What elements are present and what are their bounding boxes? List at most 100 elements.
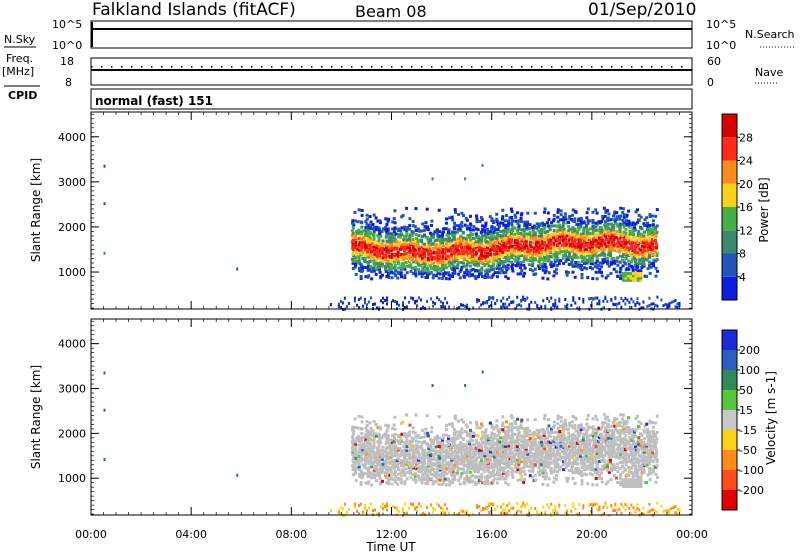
power-cell [526,251,530,255]
power-cell [382,253,386,257]
velocity-cell [468,470,472,474]
velocity-cell [497,430,501,434]
velocity-cell [481,481,485,485]
power-cell [600,274,604,278]
power-cell [511,262,515,266]
power-cell [612,243,616,247]
velocity-cell [445,445,449,449]
velocity-cell [454,430,458,434]
power-cell [506,305,509,309]
power-cell [456,254,460,258]
velocity-cell [351,425,355,429]
power-cell [583,249,587,253]
velocity-cell [493,432,497,436]
velocity-cell [468,450,472,454]
power-cell [409,269,413,273]
velocity-cell [618,466,622,470]
power-cell [621,278,625,282]
power-cell [492,262,496,266]
power-cell [508,234,512,238]
power-cell [524,254,528,258]
power-cell [408,233,412,237]
velocity-cell [374,473,378,477]
power-cell [619,246,623,250]
power-cell [504,236,508,240]
power-cell [630,246,634,250]
velocity-cell [631,442,635,446]
power-cell [651,228,655,232]
power-cell [475,250,479,254]
velocity-cell [537,451,541,455]
velocity-cell [520,418,524,422]
velocity-cell [502,430,506,434]
velocity-cell [362,443,366,447]
power-cell [544,257,548,261]
power-cell [642,264,646,268]
power-cell [441,244,445,248]
power-cell [511,244,515,248]
velocity-cell [592,446,596,450]
velocity-cell [513,420,517,424]
power-cell [468,214,472,218]
power-cell [588,297,591,301]
velocity-cell [591,454,595,458]
velocity-cell [363,465,367,469]
power-cell [350,229,354,233]
power-cell [634,278,638,282]
power-cell [448,277,452,281]
velocity-cell [619,413,623,417]
power-cell [621,274,625,278]
velocity-cell [490,464,494,468]
velocity-cell [455,437,459,441]
power-cell [615,259,619,263]
power-cell [472,225,476,229]
velocity-cell [435,449,439,453]
velocity-cell [537,428,541,432]
power-cell [538,244,542,248]
velocity-cell [387,482,391,486]
power-cell [416,262,420,266]
power-cell [555,247,559,251]
power-cell [624,253,628,257]
power-cell [393,209,397,213]
power-cell [520,269,524,273]
velocity-cell [552,448,556,452]
velocity-cell [562,422,566,426]
velocity-cell [624,463,628,467]
velocity-cell [456,462,460,466]
power-cell [354,243,358,247]
velocity-cell [526,426,530,430]
power-cell [414,240,418,244]
velocity-cell [384,449,388,453]
power-cell [484,273,488,277]
velocity-cell [441,463,445,467]
velocity-cell [449,448,453,452]
velocity-cell [592,441,596,445]
power-cell [447,236,451,240]
power-cell [594,225,598,229]
power-cell [422,249,426,253]
velocity-cell [418,460,422,464]
velocity-cell [503,425,507,429]
velocity-cell [439,475,443,479]
power-cell [532,246,536,250]
power-cell [547,242,551,246]
power-cell [522,229,526,233]
velocity-cell [384,423,388,427]
power-cell [622,215,626,219]
velocity-cell [399,471,403,475]
power-cell [603,242,607,246]
power-cell [568,227,572,231]
velocity-cell [590,451,594,455]
power-cell [636,262,640,266]
power-cell [399,232,403,236]
freq-tick-bottom: 8 [65,76,72,89]
power-cell [616,256,620,260]
power-cell [421,222,425,226]
power-cell [503,219,507,223]
power-cell [633,226,637,230]
velocity-cell [573,462,577,466]
velocity-cell [445,472,449,476]
power-cell [624,274,628,278]
power-cell [609,222,613,226]
